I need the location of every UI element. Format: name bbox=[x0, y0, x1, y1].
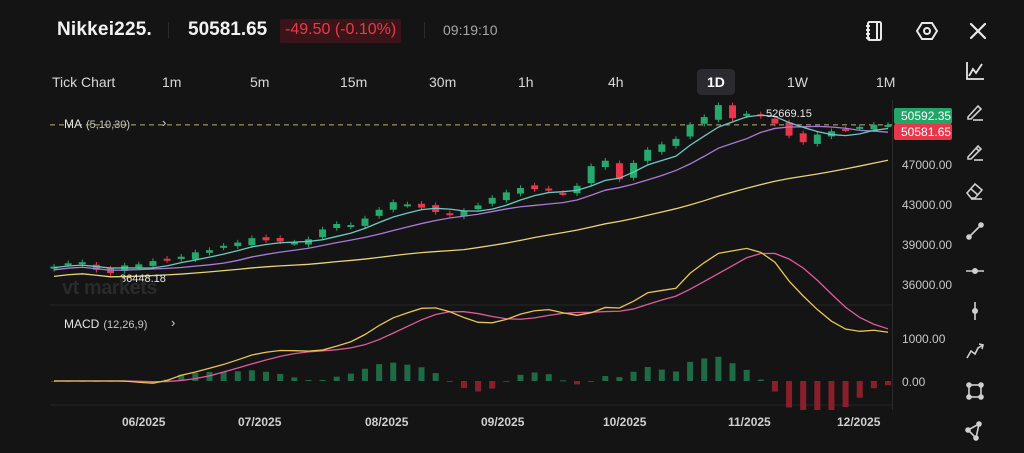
macd-tick: 1000.00 bbox=[902, 332, 946, 346]
divider bbox=[168, 22, 169, 38]
x-tick: 06/2025 bbox=[122, 415, 166, 429]
symbol-name[interactable]: Nikkei225. bbox=[57, 19, 152, 40]
price-chart[interactable] bbox=[0, 100, 892, 410]
tab-30m[interactable]: 30m bbox=[429, 74, 457, 90]
current-price: 50581.65 bbox=[188, 19, 268, 40]
trend-line-icon[interactable] bbox=[958, 216, 992, 246]
pencil-alt-icon[interactable] bbox=[958, 137, 992, 167]
tab-5m[interactable]: 5m bbox=[250, 74, 270, 90]
x-tick: 08/2025 bbox=[365, 415, 409, 429]
price-tick: 47000.00 bbox=[902, 158, 953, 172]
tab-tick-chart[interactable]: Tick Chart bbox=[52, 74, 116, 90]
tab-1h[interactable]: 1h bbox=[518, 74, 534, 90]
low-annotation: 36448.18 bbox=[120, 273, 166, 285]
timeframe-bar: Tick Chart 1m 5m 15m 30m 1h 4h 1D 1W 1M bbox=[0, 66, 940, 96]
ma-indicator-label[interactable]: MA (5,10,30) bbox=[64, 117, 131, 131]
macd-tick: 0.00 bbox=[902, 375, 926, 389]
price-tick: 43000.00 bbox=[902, 198, 953, 212]
price-axis[interactable]: 50592.35 50581.65 47000.00 43000.00 3900… bbox=[892, 100, 952, 410]
chevron-right-icon[interactable]: › bbox=[171, 315, 176, 330]
header: Nikkei225. 50581.65 -49.50 (-0.10%) 09:1… bbox=[0, 0, 1024, 62]
close-icon[interactable] bbox=[965, 18, 991, 44]
x-tick: 11/2025 bbox=[728, 415, 771, 429]
high-annotation: 52669.15 bbox=[766, 108, 812, 120]
horizontal-line-icon[interactable] bbox=[958, 256, 992, 286]
tab-4h[interactable]: 4h bbox=[608, 74, 624, 90]
polyline-icon[interactable] bbox=[958, 336, 992, 366]
price-tick: 36000.00 bbox=[902, 278, 953, 292]
tab-15m[interactable]: 15m bbox=[340, 74, 368, 90]
triangle-icon[interactable] bbox=[958, 416, 992, 446]
pencil-icon[interactable] bbox=[958, 97, 992, 127]
rectangle-icon[interactable] bbox=[958, 376, 992, 406]
price-tick: 39000.00 bbox=[902, 238, 953, 252]
chevron-right-icon[interactable]: › bbox=[162, 115, 167, 130]
x-tick: 09/2025 bbox=[481, 415, 525, 429]
notebook-icon[interactable] bbox=[861, 18, 887, 44]
price-change-badge: -49.50 (-0.10%) bbox=[280, 19, 402, 43]
tab-1d[interactable]: 1D bbox=[697, 69, 735, 95]
tab-1m[interactable]: 1m bbox=[162, 74, 182, 90]
indicator-chart-icon[interactable] bbox=[958, 56, 992, 86]
tab-1m-month[interactable]: 1M bbox=[876, 74, 896, 90]
x-tick: 07/2025 bbox=[238, 415, 282, 429]
eraser-icon[interactable] bbox=[958, 176, 992, 206]
watermark-logo: vt markets bbox=[62, 277, 158, 299]
clock-time: 09:19:10 bbox=[443, 22, 498, 38]
vertical-line-icon[interactable] bbox=[958, 296, 992, 326]
macd-indicator-label[interactable]: MACD (12,26,9) bbox=[64, 317, 148, 331]
x-tick: 12/2025 bbox=[837, 415, 881, 429]
last-price-tag: 50581.65 bbox=[894, 124, 952, 140]
tab-1w[interactable]: 1W bbox=[787, 74, 808, 90]
x-tick: 10/2025 bbox=[603, 415, 647, 429]
bid-price-tag: 50592.35 bbox=[894, 108, 952, 124]
settings-hexagon-icon[interactable] bbox=[914, 18, 940, 44]
divider bbox=[424, 22, 425, 38]
